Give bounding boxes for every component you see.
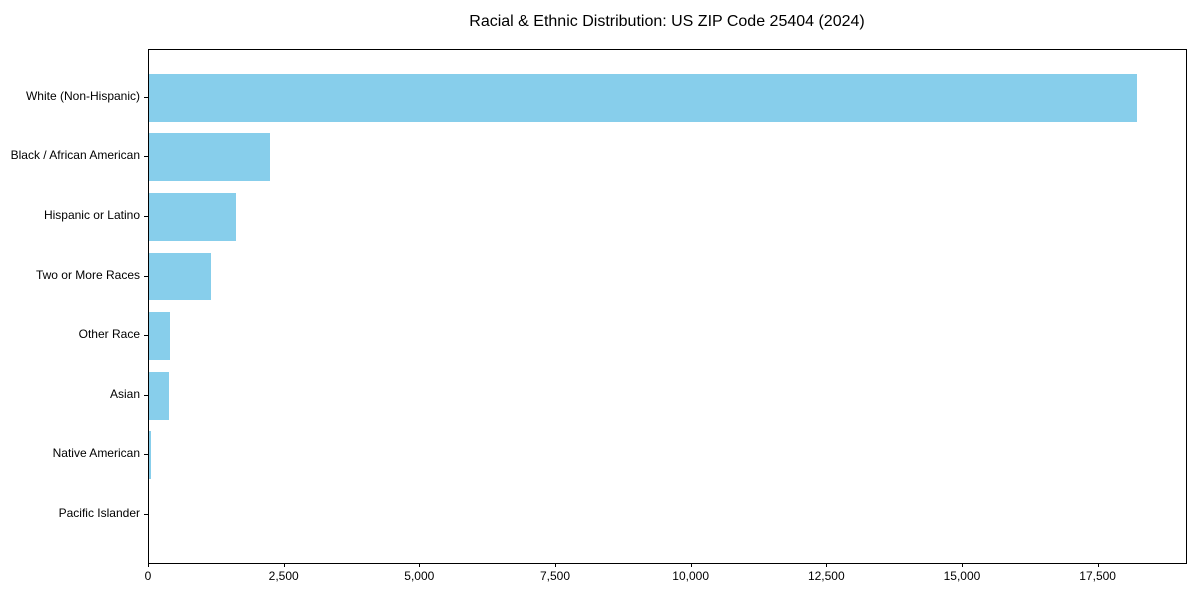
bar-two-or-more-races bbox=[149, 252, 212, 301]
y-axis-label: Hispanic or Latino bbox=[43, 207, 140, 222]
x-axis-tick bbox=[148, 563, 149, 567]
y-axis-tick bbox=[144, 335, 148, 337]
x-axis-tick-label: 15,000 bbox=[943, 569, 981, 583]
x-axis-tick-label: 7,500 bbox=[539, 569, 570, 583]
bar-asian bbox=[149, 371, 169, 420]
y-axis-tick bbox=[144, 215, 148, 217]
y-axis-label: Native American bbox=[52, 446, 140, 461]
y-axis-label: Black / African American bbox=[10, 148, 140, 163]
x-axis-tick-label: 2,500 bbox=[268, 569, 299, 583]
y-axis-tick bbox=[144, 454, 148, 456]
y-axis-tick bbox=[144, 156, 148, 158]
x-axis-tick-label: 12,500 bbox=[807, 569, 845, 583]
bar-hispanic-or-latino bbox=[149, 193, 237, 241]
chart-title: Racial & Ethnic Distribution: US ZIP Cod… bbox=[469, 13, 865, 30]
bar-white-non-hispanic bbox=[149, 73, 1137, 122]
y-axis-tick bbox=[144, 275, 148, 277]
y-axis-tick bbox=[144, 513, 148, 515]
x-axis-tick-label: 17,500 bbox=[1079, 569, 1116, 583]
x-axis-tick bbox=[961, 563, 963, 567]
y-axis-label: White (Non-Hispanic) bbox=[25, 88, 140, 103]
x-axis-tick-label: 5,000 bbox=[404, 569, 435, 583]
bar-black-african-american bbox=[149, 133, 270, 182]
plot-area bbox=[148, 49, 1187, 564]
y-axis-tick bbox=[144, 394, 148, 396]
y-axis-label: Pacific Islander bbox=[58, 505, 140, 520]
x-axis-tick-label: 10,000 bbox=[672, 569, 709, 583]
bar-other-race bbox=[149, 312, 171, 360]
y-axis-label: Two or More Races bbox=[35, 267, 140, 282]
x-axis-tick-label: 0 bbox=[144, 569, 152, 583]
x-axis-tick bbox=[283, 563, 285, 567]
x-axis-tick bbox=[826, 563, 828, 567]
x-axis-tick bbox=[690, 563, 692, 567]
bar-native-american bbox=[149, 431, 151, 480]
y-axis-tick bbox=[144, 96, 148, 98]
x-axis-tick bbox=[419, 563, 421, 567]
y-axis-label: Other Race bbox=[78, 327, 140, 342]
x-axis-tick bbox=[1097, 563, 1099, 567]
y-axis-label: Asian bbox=[109, 386, 140, 401]
x-axis-tick bbox=[554, 563, 556, 567]
